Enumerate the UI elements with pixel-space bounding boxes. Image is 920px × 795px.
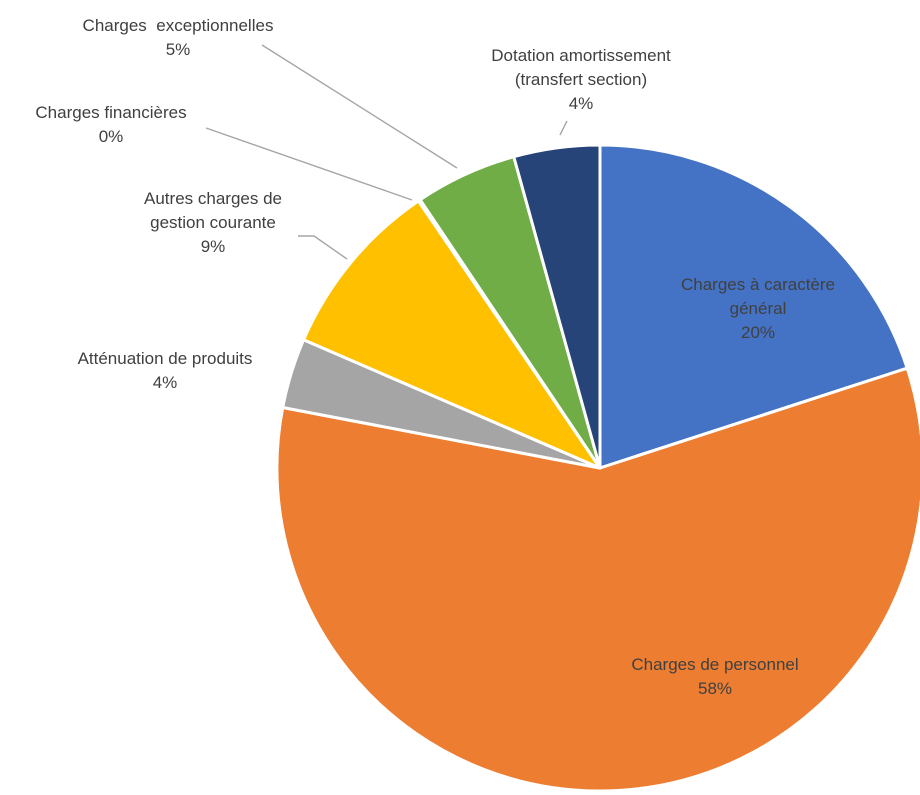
data-label-category: Charges exceptionnelles [83,16,274,35]
data-label-percent: 58% [698,679,732,698]
data-label-category: Charges à caractère [681,275,835,294]
pie-slice-charges-a-caractere-general [598,143,909,470]
data-labels: Charges à caractère général 20% Charges de … [35,16,835,698]
data-label-category: Charges de personnel [631,655,798,674]
data-label-category: Charges financières [35,103,186,122]
data-label-dotation-amortissement-transfert-section: Dotation amortissement (transfert section… [491,46,671,113]
leader-lines [205,44,568,260]
data-label-category: Autres charges de [144,189,282,208]
pie-slice-autres-charges-de-gestion-courante [302,199,602,470]
leader-line-dotation-amortissement-transfert-section [559,120,568,136]
data-label-percent: 20% [741,323,775,342]
data-label-autres-charges-de-gestion-courante: Autres charges de gestion courante 9% [144,189,282,256]
data-label-percent: 9% [201,237,226,256]
data-label-percent: 0% [99,127,124,146]
data-label-category: général [730,299,787,318]
data-label-percent: 4% [569,94,594,113]
data-label-charges-exceptionnelles: Charges exceptionnelles 5% [83,16,274,59]
leader-line-charges-exceptionnelles [261,44,458,169]
leader-line-autres-charges-de-gestion-courante [298,235,348,260]
leader-line-charges-financieres [205,127,413,201]
data-label-attenuation-de-produits: Atténuation de produits 4% [78,349,253,392]
data-label-category: Atténuation de produits [78,349,253,368]
data-label-charges-financieres: Charges financières 0% [35,103,186,146]
data-label-category: (transfert section) [515,70,647,89]
data-label-percent: 4% [153,373,178,392]
data-label-category: gestion courante [150,213,276,232]
data-label-percent: 5% [166,40,191,59]
data-label-charges-de-personnel: Charges de personnel 58% [631,655,798,698]
pie-slice-dotation-amortissement-transfert-section [512,143,602,470]
data-label-charges-a-caractere-general: Charges à caractère général 20% [681,275,835,342]
pie-slices [275,143,920,793]
data-label-category: Dotation amortissement [491,46,671,65]
